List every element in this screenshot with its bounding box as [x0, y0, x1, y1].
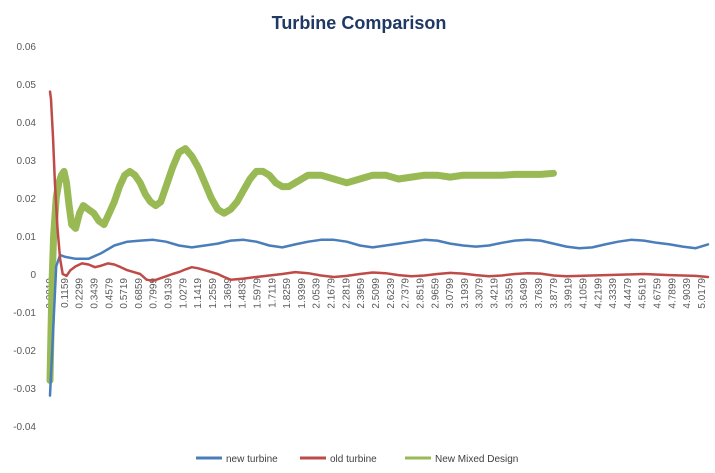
x-tick-label: 3.9919 — [564, 278, 575, 309]
x-tick-label: 2.7379 — [401, 278, 412, 309]
x-tick-label: 3.7639 — [534, 278, 545, 309]
x-tick-label: 4.9039 — [682, 278, 693, 309]
y-tick-label: 0.03 — [17, 156, 37, 167]
x-tick-label: 1.0279 — [178, 278, 189, 309]
x-tick-label: 3.0799 — [445, 278, 456, 309]
x-tick-label: 0.4579 — [104, 278, 115, 309]
x-tick-label: 0.9139 — [164, 278, 175, 309]
y-tick-label: 0.02 — [17, 194, 37, 205]
x-tick-label: 2.2819 — [341, 278, 352, 309]
x-tick-label: 1.2559 — [208, 278, 219, 309]
y-tick-label: 0.01 — [17, 232, 37, 243]
y-tick-label: 0.05 — [17, 80, 37, 91]
x-tick-label: 4.1059 — [578, 278, 589, 309]
x-tick-label: 1.4839 — [238, 278, 249, 309]
x-tick-label: 0.7999 — [149, 278, 160, 309]
y-tick-label: 0.04 — [17, 118, 37, 129]
y-tick-label: -0.03 — [13, 384, 36, 395]
x-tick-label: 2.3959 — [356, 278, 367, 309]
x-tick-label: 0.2299 — [75, 278, 86, 309]
x-tick-label: 0.1159 — [60, 278, 71, 308]
x-tick-label: 2.1679 — [327, 278, 338, 309]
series-line-old-turbine — [48, 90, 710, 283]
y-tick-label: 0 — [30, 270, 36, 281]
y-axis: 0.06 0.05 0.04 0.03 0.02 0.01 0 -0.01 -0.02 -0.03… — [13, 42, 36, 433]
x-tick-label: 3.8779 — [549, 278, 560, 309]
x-tick-label: 3.5359 — [504, 278, 515, 309]
x-tick-label: 2.9659 — [430, 278, 441, 309]
x-tick-label: 1.1419 — [193, 278, 204, 309]
legend-label: New Mixed Design — [435, 454, 518, 465]
x-tick-label: 1.9399 — [297, 278, 308, 309]
x-tick-label: 1.7119 — [267, 278, 278, 308]
y-tick-label: -0.04 — [13, 422, 36, 433]
x-tick-label: 0.6859 — [134, 278, 145, 309]
x-tick-label: 4.6759 — [653, 278, 664, 309]
x-tick-label: 0.5719 — [119, 278, 130, 309]
x-tick-label: 0.3439 — [89, 278, 100, 309]
x-tick-label: 1.3699 — [223, 278, 234, 309]
x-tick-label: 3.1939 — [460, 278, 471, 309]
chart-title: Turbine Comparison — [272, 13, 447, 33]
x-axis: 0.0019 0.1159 0.2299 0.3439 0.4579 0.5719 0.68… — [45, 278, 708, 309]
x-tick-label: 3.6499 — [519, 278, 530, 309]
y-tick-label: -0.02 — [13, 346, 36, 357]
x-tick-label: 3.4219 — [490, 278, 501, 309]
x-tick-label: 2.8519 — [415, 278, 426, 309]
x-tick-label: 2.5099 — [371, 278, 382, 309]
x-tick-label: 2.0539 — [312, 278, 323, 309]
y-tick-label: -0.01 — [13, 308, 36, 319]
x-tick-label: 5.0179 — [697, 278, 708, 309]
x-tick-label: 4.5619 — [638, 278, 649, 309]
x-tick-label: 4.3339 — [608, 278, 619, 309]
legend-label: new turbine — [226, 454, 278, 465]
x-tick-label: 3.3079 — [475, 278, 486, 309]
x-tick-label: 1.5979 — [252, 278, 263, 309]
y-tick-label: 0.06 — [17, 42, 37, 53]
x-tick-label: 4.7899 — [667, 278, 678, 309]
legend-label: old turbine — [330, 454, 377, 465]
plot-area — [46, 90, 710, 397]
x-tick-label: 4.4479 — [623, 278, 634, 309]
x-tick-label: 2.6239 — [386, 278, 397, 309]
x-tick-label: 4.2199 — [593, 278, 604, 309]
series-line-new-turbine — [48, 238, 710, 397]
series-line-new-mixed-design — [46, 145, 557, 384]
legend: new turbine old turbine New Mixed Design — [196, 454, 518, 465]
x-tick-label: 1.8259 — [282, 278, 293, 309]
